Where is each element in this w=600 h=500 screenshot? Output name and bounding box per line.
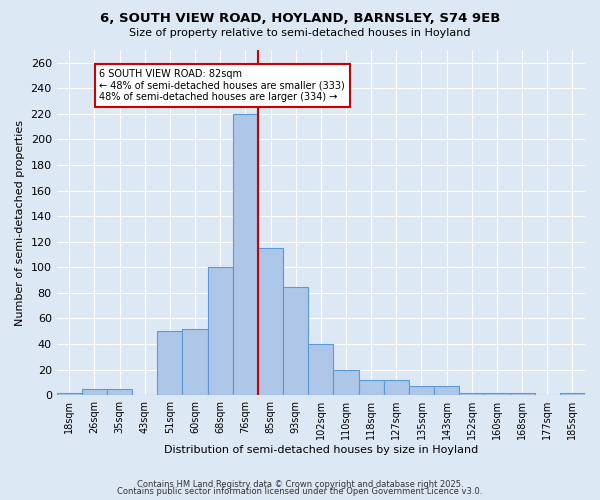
Bar [484,392,509,395]
Text: Contains HM Land Registry data © Crown copyright and database right 2025.: Contains HM Land Registry data © Crown c… [137,480,463,489]
Bar [258,248,283,395]
Bar [182,328,208,395]
Bar [459,392,484,395]
Bar [409,386,434,395]
Bar [107,389,132,395]
Text: 6, SOUTH VIEW ROAD, HOYLAND, BARNSLEY, S74 9EB: 6, SOUTH VIEW ROAD, HOYLAND, BARNSLEY, S… [100,12,500,26]
X-axis label: Distribution of semi-detached houses by size in Hoyland: Distribution of semi-detached houses by … [164,445,478,455]
Bar [283,286,308,395]
Bar [82,389,107,395]
Bar [509,392,535,395]
Bar [208,268,233,395]
Bar [56,392,82,395]
Bar [157,332,182,395]
Bar [334,370,359,395]
Bar [560,392,585,395]
Bar [434,386,459,395]
Bar [384,380,409,395]
Bar [308,344,334,395]
Text: Size of property relative to semi-detached houses in Hoyland: Size of property relative to semi-detach… [129,28,471,38]
Bar [233,114,258,395]
Text: Contains public sector information licensed under the Open Government Licence v3: Contains public sector information licen… [118,487,482,496]
Y-axis label: Number of semi-detached properties: Number of semi-detached properties [15,120,25,326]
Text: 6 SOUTH VIEW ROAD: 82sqm
← 48% of semi-detached houses are smaller (333)
48% of : 6 SOUTH VIEW ROAD: 82sqm ← 48% of semi-d… [100,69,345,102]
Bar [359,380,384,395]
